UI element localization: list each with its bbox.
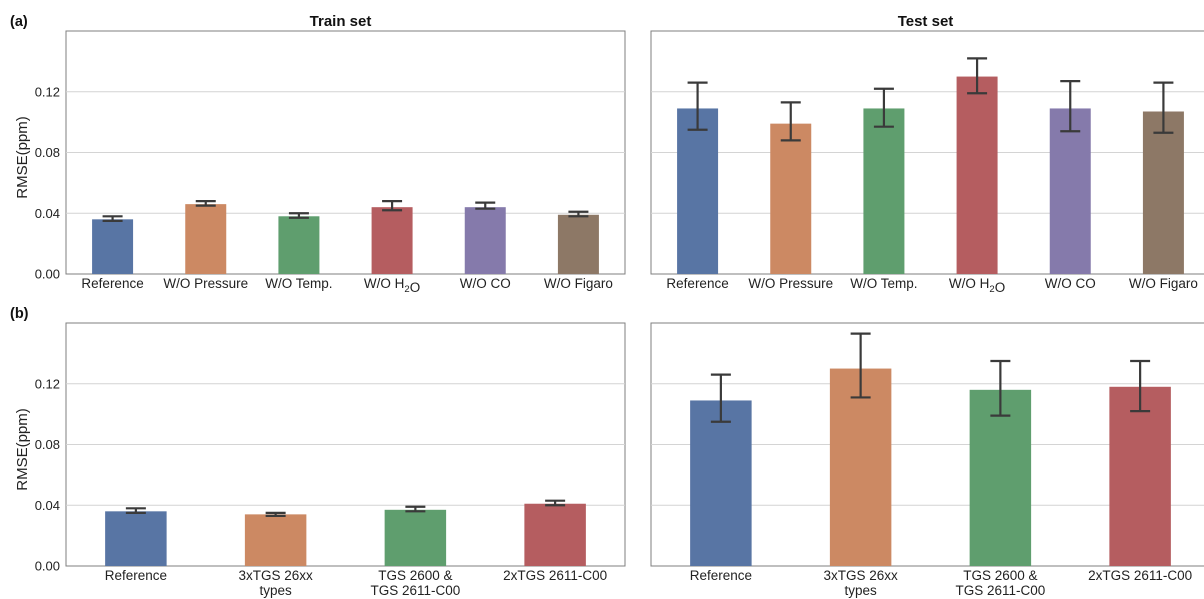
x-tick-label: W/O Temp.	[265, 276, 332, 291]
bar	[244, 514, 307, 566]
bar	[524, 503, 586, 566]
x-tick-label: W/O Figaro	[1129, 276, 1198, 291]
x-tick-label: Reference	[105, 568, 167, 583]
bar	[278, 216, 320, 274]
x-tick-label: 2xTGS 2611-C00	[1088, 568, 1192, 583]
bar	[384, 509, 447, 566]
y-axis-label: RMSE(ppm)	[14, 116, 31, 199]
x-tick-label: Reference	[666, 276, 728, 291]
panel-label: (b)	[10, 306, 29, 322]
y-tick-label: 0.04	[35, 206, 60, 221]
x-tick-label: TGS 2600 &	[378, 568, 452, 583]
panel-title: Train set	[310, 13, 372, 30]
y-tick-label: 0.04	[35, 498, 60, 513]
x-tick-label: TGS 2611-C00	[955, 583, 1045, 598]
y-tick-label: 0.12	[35, 376, 60, 391]
x-tick-label: W/O Figaro	[544, 276, 613, 291]
bar	[371, 207, 413, 274]
x-tick-label: TGS 2611-C00	[370, 583, 460, 598]
x-tick-label: W/O CO	[1045, 276, 1096, 291]
chart-panel-2: Reference W/O Pressure W/O Temp. W/O H2O W/O…	[650, 13, 1204, 295]
y-axis-label: RMSE(ppm)	[14, 408, 31, 491]
x-tick-label: W/O H2O	[364, 276, 420, 295]
bar	[1109, 386, 1171, 566]
x-tick-label: W/O Temp.	[850, 276, 917, 291]
x-tick-label: W/O H2O	[949, 276, 1005, 295]
bar	[557, 214, 599, 274]
bar	[863, 108, 905, 274]
panel-title: Test set	[898, 13, 954, 30]
y-tick-label: 0.08	[35, 437, 60, 452]
y-tick-label: 0.08	[35, 145, 60, 160]
x-tick-label: Reference	[81, 276, 143, 291]
bar	[105, 511, 167, 566]
x-tick-label: W/O CO	[460, 276, 511, 291]
x-tick-label: 2xTGS 2611-C00	[503, 568, 607, 583]
bar	[677, 108, 719, 274]
bar	[1142, 111, 1184, 275]
y-tick-label: 0.00	[35, 559, 60, 574]
bar	[770, 123, 812, 274]
y-tick-label: 0.12	[35, 84, 60, 99]
bar	[829, 368, 892, 566]
x-tick-label: types	[844, 583, 877, 598]
bar	[956, 76, 998, 274]
bar	[464, 207, 506, 274]
x-tick-label: TGS 2600 &	[963, 568, 1037, 583]
y-tick-label: 0.00	[35, 267, 60, 282]
bar	[1049, 108, 1091, 274]
x-tick-label: Reference	[690, 568, 752, 583]
x-tick-label: 3xTGS 26xx	[823, 568, 898, 583]
x-tick-label: types	[259, 583, 292, 598]
bar	[185, 204, 227, 274]
x-tick-label: W/O Pressure	[748, 276, 833, 291]
panel-label: (a)	[10, 14, 28, 30]
chart-panel-3: 0.00 0.04 0.08 0.12 Reference 3xTGS 26xxtypes…	[10, 306, 626, 598]
x-tick-label: W/O Pressure	[163, 276, 248, 291]
bar	[92, 219, 134, 274]
chart-panel-1: 0.00 0.04 0.08 0.12 Reference W/O Pressure W/O…	[10, 13, 626, 295]
x-tick-label: 3xTGS 26xx	[238, 568, 313, 583]
bar	[969, 389, 1032, 566]
bar	[690, 400, 752, 566]
